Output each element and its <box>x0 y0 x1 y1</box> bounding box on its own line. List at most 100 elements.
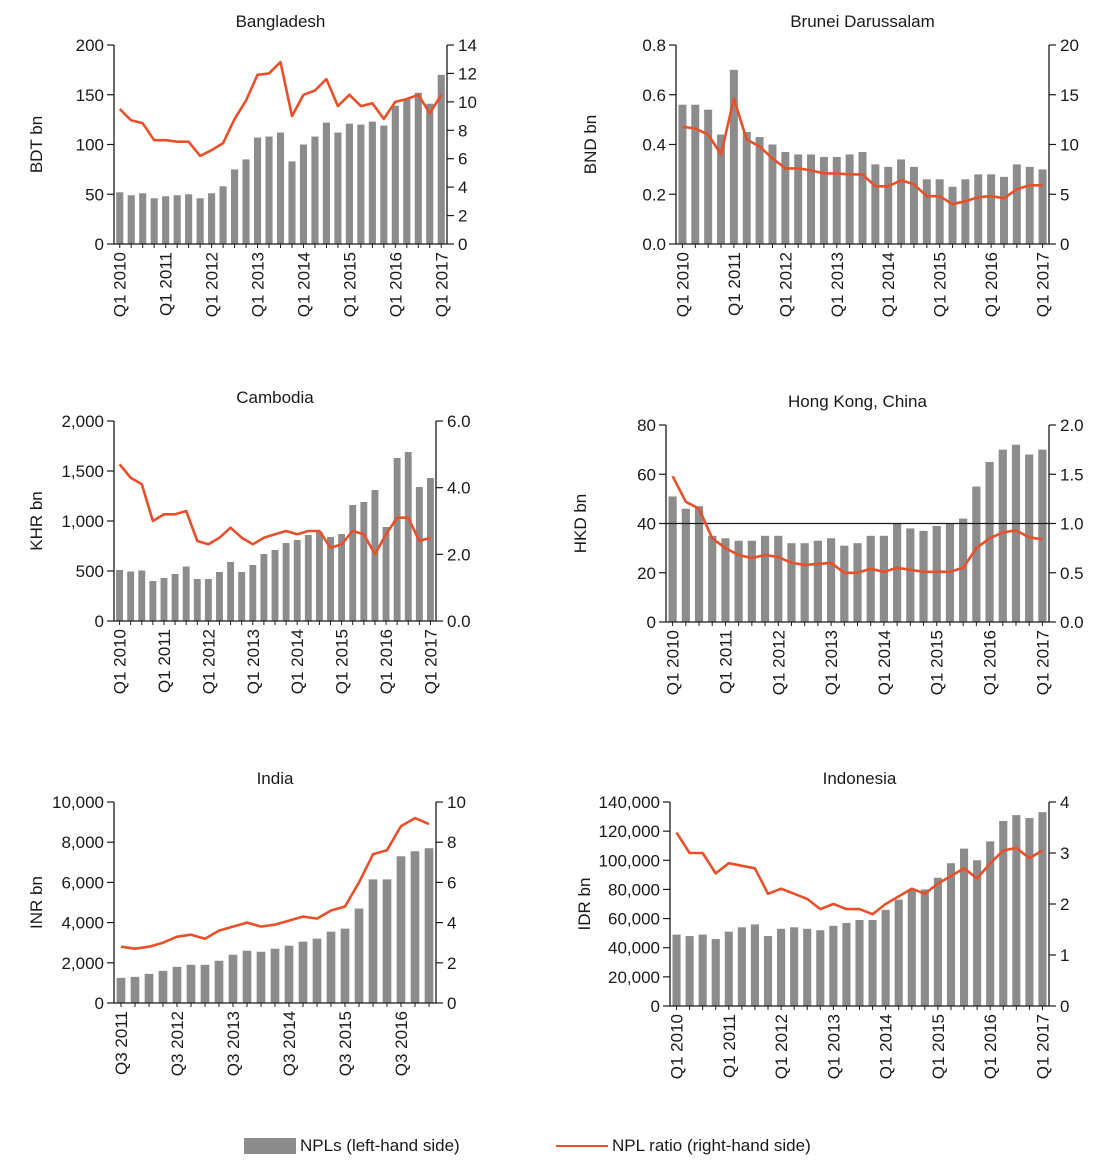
bar <box>855 920 864 1006</box>
bar <box>840 545 849 622</box>
y-tick-label-right: 2.0 <box>447 545 471 564</box>
bar <box>185 194 193 244</box>
bar <box>750 924 759 1006</box>
bar <box>998 449 1007 622</box>
bar <box>961 179 970 244</box>
series-line-npl-ratio <box>120 816 430 951</box>
bar <box>345 123 353 244</box>
legend-label-npls: NPLs (left-hand side) <box>300 1136 460 1155</box>
chart-title: Cambodia <box>236 388 314 407</box>
bar <box>282 543 290 621</box>
y-tick-label-left: 20 <box>637 564 656 583</box>
x-tick-label: Q1 2014 <box>875 630 894 695</box>
bar <box>116 977 126 1003</box>
bar <box>879 535 889 622</box>
bar <box>1038 169 1047 244</box>
y-tick-label-right: 0.0 <box>447 612 471 631</box>
y-tick-label-left: 4,000 <box>61 914 104 933</box>
legend-line-swatch <box>556 1145 608 1147</box>
y-tick-label-right: 14 <box>458 36 477 55</box>
bar <box>127 195 135 244</box>
bar <box>284 945 294 1003</box>
bar <box>311 136 319 244</box>
bar <box>922 179 931 244</box>
bar <box>315 532 323 621</box>
bar <box>127 571 135 621</box>
bar <box>881 909 890 1006</box>
y-tick-label-right: 6.0 <box>447 412 471 431</box>
bar <box>800 543 809 622</box>
y-tick-label-right: 8 <box>458 121 467 140</box>
x-tick-label: Q1 2010 <box>111 252 130 317</box>
bar <box>171 574 179 621</box>
y-tick-label-right: 8 <box>447 833 456 852</box>
y-tick-label-right: 6 <box>458 150 467 169</box>
bar <box>742 132 751 244</box>
y-tick-label-right: 0.0 <box>1060 613 1084 632</box>
bar <box>897 159 906 244</box>
y-tick-label-right: 4 <box>1060 793 1069 812</box>
bar <box>685 936 694 1006</box>
y-tick-label-left: 0 <box>95 994 104 1013</box>
x-tick-label: Q1 2014 <box>879 252 898 317</box>
bar <box>959 518 968 622</box>
bar <box>845 154 854 244</box>
bar <box>256 951 266 1003</box>
bar <box>909 166 918 244</box>
x-tick-label: Q1 2017 <box>1034 252 1053 317</box>
y-tick-label-left: 40 <box>637 515 656 534</box>
x-tick-label: Q1 2013 <box>824 1014 843 1079</box>
bar <box>1011 444 1021 622</box>
bar <box>116 192 124 244</box>
chart-india: India 0 2,000 4,000 6,000 8,000 10,000 0 2 4 6 8 10 I… <box>27 769 466 1076</box>
bar <box>288 161 296 244</box>
y-axis-label: IDR bn <box>575 878 594 931</box>
bar <box>312 938 322 1003</box>
bar <box>216 572 223 621</box>
bar <box>884 166 893 244</box>
bar <box>214 960 224 1003</box>
bar <box>760 535 770 622</box>
bar <box>327 537 334 621</box>
bar <box>816 930 825 1006</box>
y-tick-label-right: 0 <box>458 235 467 254</box>
x-tick-label: Q1 2017 <box>432 252 451 317</box>
bar <box>832 156 841 244</box>
y-axis-label: KHR bn <box>27 491 46 551</box>
series-line-npl-ratio <box>118 60 443 158</box>
legend-item-npls: NPLs (left-hand side) <box>244 1136 460 1156</box>
bar <box>130 976 140 1003</box>
y-tick-label-left: 120,000 <box>599 822 660 841</box>
bar <box>1025 818 1034 1006</box>
y-tick-label-right: 10 <box>447 793 466 812</box>
bar <box>242 159 250 244</box>
y-tick-label-left: 20,000 <box>608 968 660 987</box>
bar <box>973 860 982 1006</box>
chart-bangladesh: Bangladesh 0 50 100 150 200 0 2 4 6 8 10 12 14 BDT bn Q… <box>27 12 477 317</box>
bar <box>866 535 875 622</box>
y-tick-label-right: 2 <box>447 954 456 973</box>
y-tick-label-right: 10 <box>1060 136 1079 155</box>
x-tick-label: Q1 2017 <box>1033 1014 1052 1079</box>
x-tick-label: Q1 2011 <box>720 1014 739 1078</box>
bar <box>763 936 773 1006</box>
bar <box>414 92 422 244</box>
bar <box>298 941 308 1003</box>
bar <box>933 877 942 1006</box>
bar <box>354 908 364 1003</box>
bar <box>794 154 803 244</box>
bar <box>182 566 190 621</box>
y-tick-label-right: 0 <box>1060 997 1069 1016</box>
bar <box>260 554 268 621</box>
bar <box>935 179 944 244</box>
bar <box>144 973 154 1003</box>
y-tick-label-right: 2.0 <box>1060 416 1084 435</box>
series-line-npl-ratio <box>671 475 1043 575</box>
x-tick-label: Q1 2013 <box>828 252 847 317</box>
bar <box>755 137 764 244</box>
y-tick-label-left: 0.8 <box>642 36 666 55</box>
bar <box>396 856 406 1003</box>
bar <box>116 570 123 621</box>
bar <box>404 452 412 621</box>
